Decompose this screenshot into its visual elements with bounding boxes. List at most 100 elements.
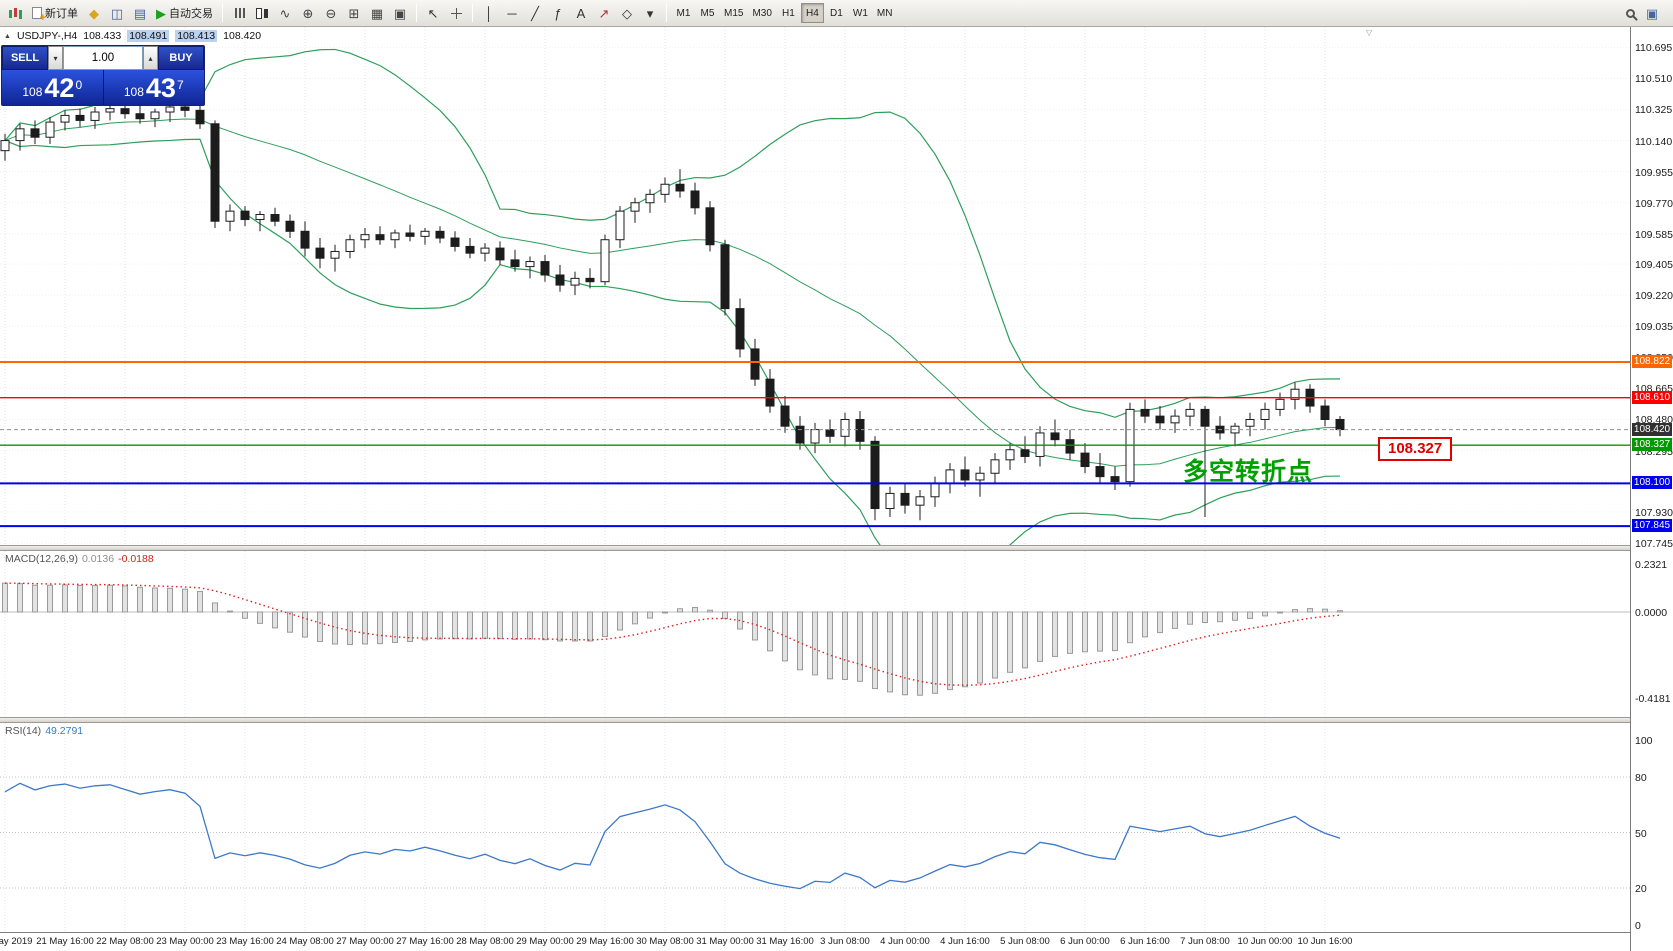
cursor-icon[interactable]: ↖ <box>422 2 444 24</box>
new-order-button-label: 新订单 <box>45 8 78 20</box>
macd-indicator-canvas[interactable] <box>0 551 1630 717</box>
zoom-out-icon[interactable]: ⊖ <box>320 2 342 24</box>
arrow-tool-icon[interactable]: ↗ <box>593 2 615 24</box>
objects-dropdown-icon-glyph: ▾ <box>646 5 654 21</box>
macd-label: MACD(12,26,9) 0.0136 -0.0188 <box>5 553 154 565</box>
candle <box>855 411 865 450</box>
timeframe-m1-button[interactable]: M1 <box>672 3 695 23</box>
ohlc-open: 108.433 <box>83 30 122 42</box>
buy-button[interactable]: BUY <box>158 46 204 70</box>
buy-price-big: 43 <box>145 73 176 103</box>
volume-input[interactable] <box>63 46 143 70</box>
time-tick: 5 Jun 08:00 <box>1000 936 1050 947</box>
trendline-icon[interactable]: ╱ <box>524 2 546 24</box>
time-tick: 4 Jun 16:00 <box>940 936 990 947</box>
candle <box>1095 453 1105 484</box>
rsi-panel-splitter[interactable] <box>0 717 1630 723</box>
toolbar-separator <box>416 4 417 22</box>
price-tick: 110.695 <box>1635 42 1673 55</box>
rsi-name: RSI(14) <box>5 725 42 737</box>
profiles-icon[interactable]: ▤ <box>129 2 151 24</box>
grid-icon[interactable]: ⊞ <box>343 2 365 24</box>
time-tick: 23 May 16:00 <box>216 936 274 947</box>
new-chart-icon[interactable]: ◫ <box>106 2 128 24</box>
candle <box>330 244 340 272</box>
price-level-tag: 108.327 <box>1632 438 1672 452</box>
macd-grid <box>4 551 1326 717</box>
tile-windows-icon[interactable]: ▦ <box>366 2 388 24</box>
timeframe-m5-button[interactable]: M5 <box>696 3 719 23</box>
timeframe-h1-button[interactable]: H1 <box>777 3 800 23</box>
rsi-label: RSI(14) 49.2791 <box>5 725 83 737</box>
buy-price[interactable]: 108 43 7 <box>104 70 205 105</box>
time-tick: 30 May 08:00 <box>636 936 694 947</box>
fibonacci-icon[interactable]: ƒ <box>547 2 569 24</box>
macd-axis-tick: -0.4181 <box>1635 693 1671 706</box>
price-chart-canvas[interactable] <box>0 27 1630 545</box>
price-axis[interactable]: 110.695 110.510 110.325 110.140 109.955 109.7… <box>1630 27 1673 951</box>
auto-trading-icon: ▶ <box>156 5 166 21</box>
volume-down-icon[interactable]: ▾ <box>48 46 63 70</box>
candle <box>315 238 325 269</box>
macd-panel-splitter[interactable] <box>0 545 1630 551</box>
volume-up-icon[interactable]: ▴ <box>143 46 158 70</box>
time-tick: 24 May 08:00 <box>276 936 334 947</box>
rsi-indicator-canvas[interactable] <box>0 723 1630 932</box>
candle <box>1305 384 1315 413</box>
sell-price[interactable]: 108 42 0 <box>2 70 103 105</box>
candle <box>480 243 490 262</box>
chart-window[interactable]: ▲ USDJPY-,H4 108.433 108.491 108.413 108… <box>0 27 1630 951</box>
candlestick-chart-icon[interactable] <box>251 2 273 24</box>
candle <box>675 169 685 198</box>
macd-signal-value: -0.0188 <box>118 553 154 565</box>
text-label-icon[interactable]: A <box>570 2 592 24</box>
candle <box>135 105 145 124</box>
candle <box>510 249 520 272</box>
horizontal-line-icon[interactable]: ─ <box>501 2 523 24</box>
candle <box>255 211 265 232</box>
indicator-list-icon[interactable]: ◆ <box>83 2 105 24</box>
time-tick: 6 Jun 00:00 <box>1060 936 1110 947</box>
one-click-panel-toggle-icon[interactable]: ▲ <box>4 32 11 40</box>
timeframe-m15-button[interactable]: M15 <box>720 3 747 23</box>
candle <box>345 234 355 259</box>
window-icon[interactable]: ▣ <box>1641 2 1663 24</box>
timeframe-d1-button[interactable]: D1 <box>825 3 848 23</box>
search-icon[interactable] <box>1619 2 1641 24</box>
timeframe-m30-button[interactable]: M30 <box>748 3 775 23</box>
bar-chart-icon-glyph <box>233 7 246 19</box>
candle <box>90 106 100 129</box>
toolbar-separator <box>222 4 223 22</box>
line-chart-icon[interactable]: ∿ <box>274 2 296 24</box>
sell-button[interactable]: SELL <box>2 46 48 70</box>
candle <box>15 123 25 151</box>
time-tick: 7 Jun 08:00 <box>1180 936 1230 947</box>
candle <box>45 117 55 144</box>
vertical-line-icon[interactable]: │ <box>478 2 500 24</box>
candles-layer <box>0 101 1345 521</box>
timeframe-mn-button[interactable]: MN <box>873 3 897 23</box>
bar-chart-icon[interactable] <box>228 2 250 24</box>
zoom-in-icon[interactable]: ⊕ <box>297 2 319 24</box>
auto-trading-button[interactable]: ▶ 自动交易 <box>152 2 217 24</box>
arrange-windows-icon[interactable]: ▣ <box>389 2 411 24</box>
candle <box>930 476 940 507</box>
candle <box>1320 399 1330 427</box>
chart-shift-marker-icon[interactable]: ▽ <box>1366 28 1373 37</box>
crosshair-icon[interactable] <box>445 2 467 24</box>
objects-dropdown-icon[interactable]: ▾ <box>639 2 661 24</box>
timeframe-w1-button[interactable]: W1 <box>849 3 872 23</box>
terminal-icon[interactable] <box>4 2 27 24</box>
price-tick: 110.140 <box>1635 135 1673 148</box>
rsi-axis-tick: 0 <box>1635 920 1641 932</box>
timeframe-h4-button[interactable]: H4 <box>800 3 824 23</box>
new-order-button[interactable]: 新订单 <box>28 2 82 24</box>
time-tick: 27 May 16:00 <box>396 936 454 947</box>
candle <box>885 486 895 517</box>
shapes-icon[interactable]: ◇ <box>616 2 638 24</box>
candle <box>720 239 730 316</box>
candle <box>975 466 985 497</box>
sell-price-big: 42 <box>44 73 75 103</box>
candle <box>165 103 175 123</box>
